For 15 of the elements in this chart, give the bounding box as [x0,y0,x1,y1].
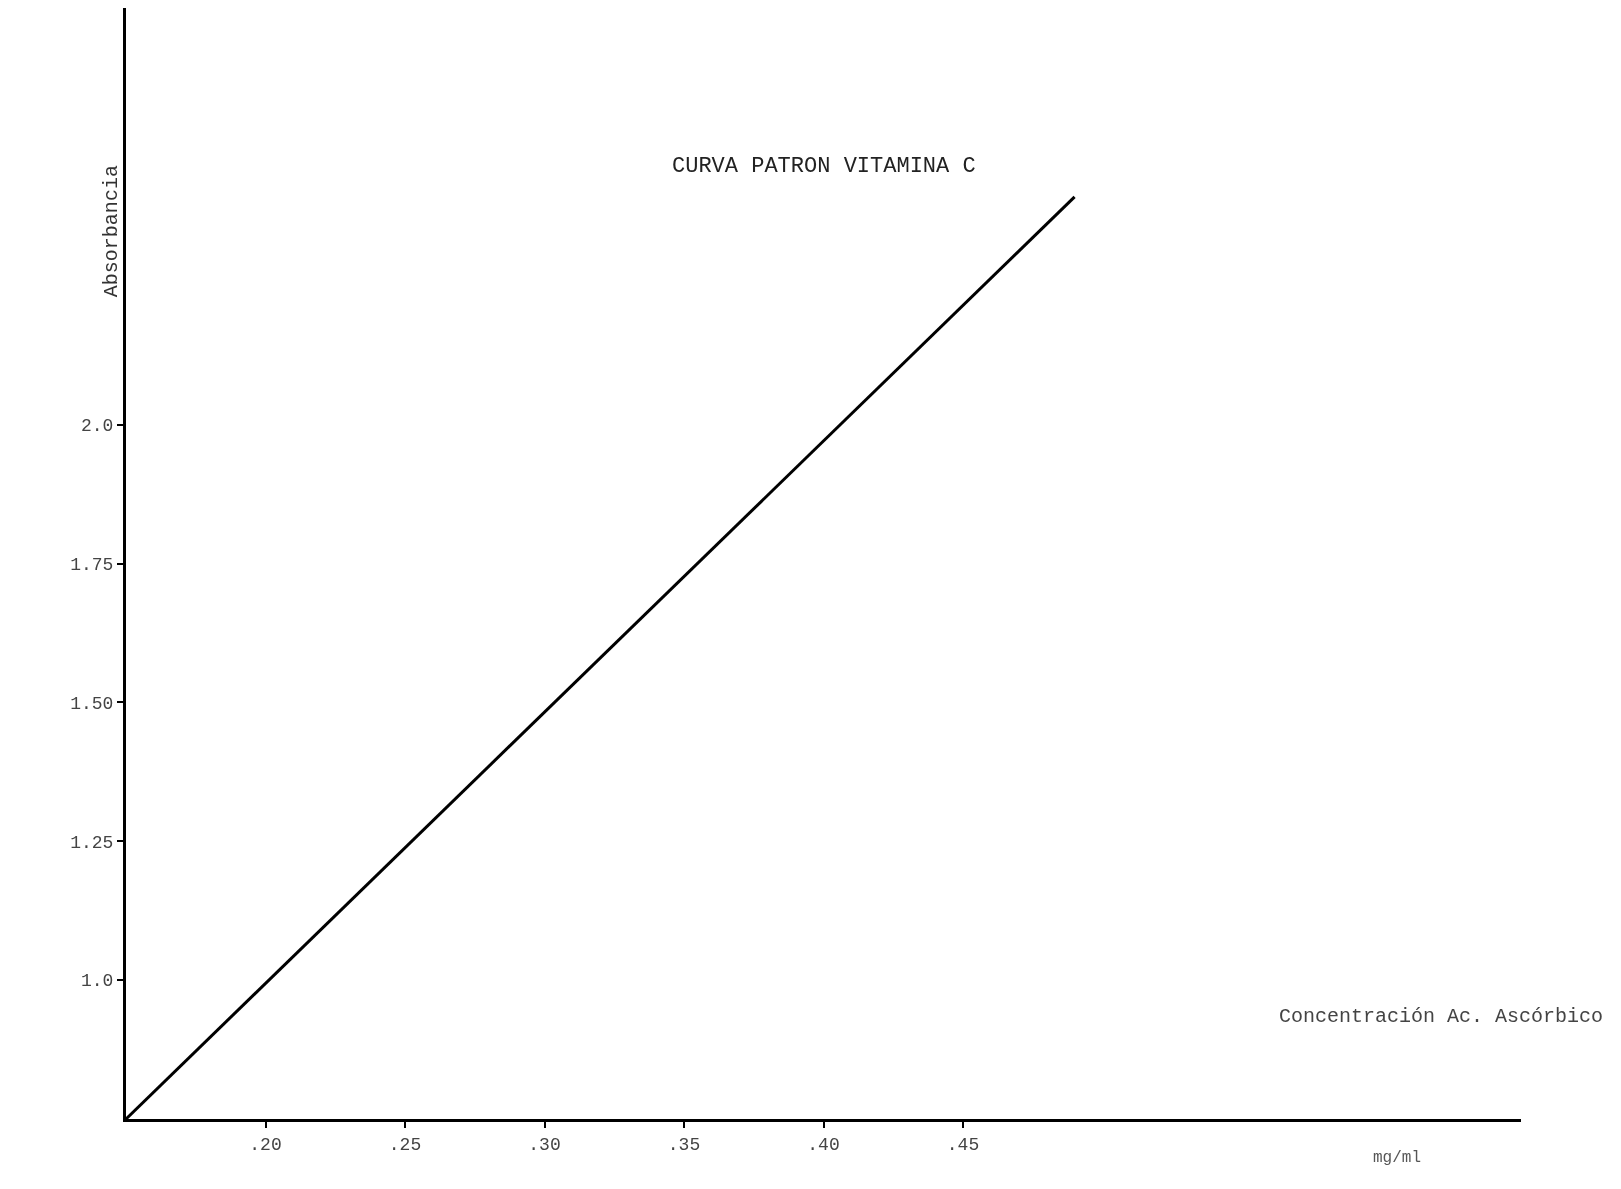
x-axis-title: Concentración Ac. Ascórbico [1279,1005,1604,1028]
y-axis-title: Absorbancia [100,165,124,298]
text: CURVA PATRON VITAMINA C [672,154,976,179]
y-tick-label: 1.50 [70,693,114,714]
y-tick-label: 1.0 [80,971,114,992]
y-tick-label: 1.75 [70,554,114,575]
text: mg/ml [1373,1149,1422,1167]
x-tick-label: .30 [528,1134,561,1155]
x-tick-label: .45 [946,1134,980,1155]
x-tick-label: .35 [667,1134,701,1155]
y-tick-label: 2.0 [80,415,114,436]
x-tick-label: .20 [249,1134,282,1155]
y-tick-label: 1.25 [70,832,114,853]
x-tick-label: .40 [807,1134,840,1155]
x-tick-label: .25 [388,1134,422,1155]
